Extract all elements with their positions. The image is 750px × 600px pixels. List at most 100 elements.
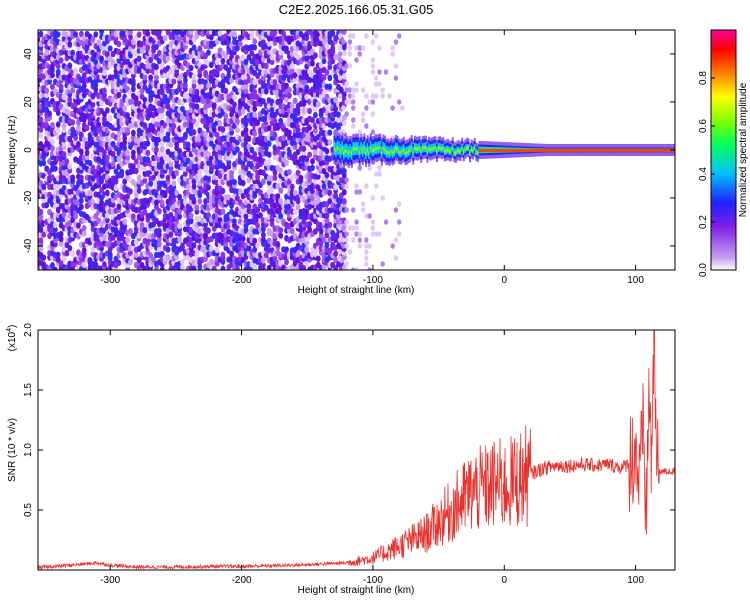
x-tick-label: 100 xyxy=(627,275,644,286)
heatmap-cell xyxy=(70,174,76,181)
heatmap-cell xyxy=(93,86,99,93)
heatmap-cell xyxy=(133,191,139,198)
heatmap-cell xyxy=(38,131,44,139)
heatmap-cell xyxy=(220,265,226,270)
heatmap-cell xyxy=(58,240,64,247)
heatmap-cell xyxy=(128,227,133,235)
heatmap-cell xyxy=(145,140,151,147)
heatmap-cell xyxy=(93,31,99,38)
heatmap-cell xyxy=(387,93,392,99)
heatmap-cell xyxy=(310,164,315,172)
heatmap-cell xyxy=(220,57,226,65)
heatmap-cell xyxy=(84,149,90,157)
x-tick-label: 0 xyxy=(501,275,507,286)
heatmap-cell xyxy=(347,51,353,57)
heatmap-cell xyxy=(360,45,366,51)
heatmap-cell xyxy=(364,237,369,243)
snr-frame xyxy=(37,329,676,571)
spectrogram-heatmap xyxy=(38,30,675,270)
heatmap-cell xyxy=(130,117,136,124)
heatmap-cell xyxy=(344,81,349,87)
x-tick-label: -200 xyxy=(232,575,252,586)
heatmap-cell xyxy=(180,105,185,112)
heatmap-cell xyxy=(165,246,171,253)
heatmap-cell xyxy=(344,111,349,117)
heatmap-cell xyxy=(76,119,81,126)
heatmap-cell xyxy=(165,55,171,62)
heatmap-cell xyxy=(380,87,385,93)
heatmap-cell xyxy=(139,135,145,142)
y-tick-label: -40 xyxy=(23,238,34,253)
heatmap-cell xyxy=(102,116,107,123)
heatmap-cell xyxy=(104,50,110,58)
heatmap-cell xyxy=(341,255,346,261)
heatmap-cell xyxy=(64,202,70,210)
heatmap-cell xyxy=(374,75,379,81)
snr-y-label: SNR (10 * v/v) xyxy=(7,418,18,482)
heatmap-cell xyxy=(171,180,177,187)
heatmap-cell xyxy=(380,195,385,201)
heatmap-cell xyxy=(177,130,182,138)
heatmap-cell xyxy=(341,189,347,196)
heatmap-cell xyxy=(154,54,159,61)
heatmap-cell xyxy=(156,57,162,65)
heatmap-cell xyxy=(370,195,376,201)
heatmap-cell xyxy=(99,55,104,62)
heatmap-cell xyxy=(243,213,249,220)
heatmap-cell xyxy=(191,242,197,249)
colorbar-tick-label: 0.4 xyxy=(698,167,709,181)
heatmap-cell xyxy=(390,105,395,111)
heatmap-cell xyxy=(110,59,116,66)
colorbar-tick-label: 0.0 xyxy=(698,263,709,277)
heatmap-cell xyxy=(55,109,61,117)
heatmap-cell xyxy=(52,165,58,172)
heatmap-cell xyxy=(232,31,237,38)
heatmap-cell xyxy=(38,208,44,216)
heatmap-cell xyxy=(70,250,76,258)
heatmap-cell xyxy=(102,111,107,118)
heatmap-cell xyxy=(240,179,246,187)
heatmap-cell xyxy=(370,57,376,63)
heatmap-cell xyxy=(81,261,87,268)
heatmap-cell xyxy=(304,246,310,253)
heatmap-cell xyxy=(156,30,162,36)
heatmap-cell xyxy=(41,231,47,238)
heatmap-cell xyxy=(307,107,313,115)
heatmap-cell xyxy=(226,35,232,43)
heatmap-cell xyxy=(354,81,359,87)
heatmap-cell xyxy=(128,188,133,195)
heatmap-cell xyxy=(52,221,58,229)
heatmap-cell xyxy=(136,55,142,62)
heatmap-cell xyxy=(197,45,203,52)
heatmap-cell xyxy=(200,88,206,96)
heatmap-cell xyxy=(38,213,44,221)
heatmap-cell xyxy=(142,122,148,129)
heatmap-cell xyxy=(327,83,333,90)
y-tick-label: 1.0 xyxy=(23,443,34,457)
colorbar: 0.00.20.40.60.8 Normalized spectral ampl… xyxy=(698,29,749,277)
heatmap-cell xyxy=(364,123,369,129)
heatmap-cell xyxy=(55,62,61,70)
heatmap-cell xyxy=(206,212,211,219)
heatmap-cell xyxy=(182,77,188,84)
heatmap-cell xyxy=(180,263,185,270)
heatmap-cell xyxy=(47,78,52,85)
heatmap-cell xyxy=(110,140,116,148)
heatmap-cell xyxy=(229,111,234,118)
heatmap-cell xyxy=(344,183,349,189)
heatmap-cell xyxy=(324,172,330,179)
heatmap-cell xyxy=(344,243,349,249)
y-tick-label: 2.0 xyxy=(23,323,34,337)
heatmap-cell xyxy=(44,49,50,56)
heatmap-cell xyxy=(110,150,116,158)
colorbar-tick-label: 0.8 xyxy=(698,71,709,85)
heatmap-cell xyxy=(284,45,289,52)
heatmap-cell xyxy=(292,97,298,104)
heatmap-cell xyxy=(148,252,154,259)
heatmap-cell xyxy=(307,220,313,228)
heatmap-cell xyxy=(90,101,96,108)
heatmap-cell xyxy=(58,83,64,91)
heatmap-cell xyxy=(182,170,188,177)
heatmap-cell xyxy=(360,111,366,117)
heatmap-cell xyxy=(104,154,110,162)
